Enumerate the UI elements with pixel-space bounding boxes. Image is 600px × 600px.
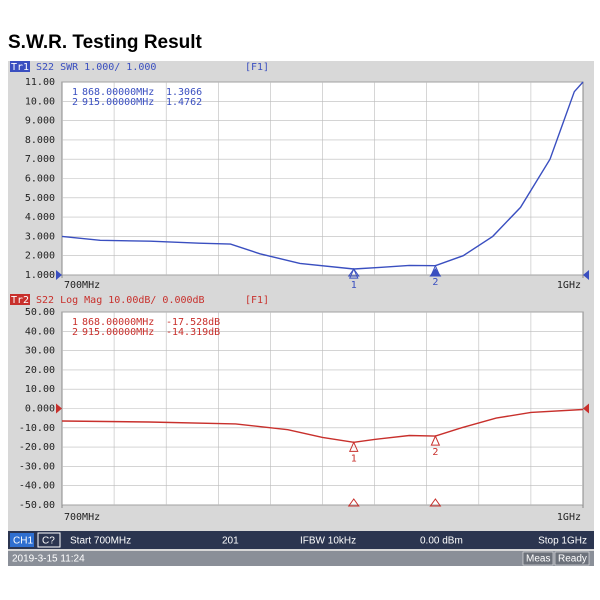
y-tick-label: 50.00 [25, 307, 55, 318]
status-bar [8, 531, 594, 549]
y-tick-label: -20.00 [19, 442, 55, 453]
y-tick-label: 7.000 [25, 154, 55, 165]
readout-freq: 868.00000MHz [82, 87, 154, 98]
power: 0.00 dBm [420, 536, 463, 547]
x-tick-label: 1GHz [557, 280, 581, 291]
y-tick-label: -30.00 [19, 461, 55, 472]
mode-box [522, 551, 554, 566]
trace-function: [F1] [245, 62, 269, 73]
y-tick-label: 6.000 [25, 174, 55, 185]
x-tick-label: 700MHz [64, 512, 100, 523]
trace-box [10, 294, 30, 305]
y-tick-label: 0.000 [25, 404, 55, 415]
trace-title: S22 Log Mag 10.00dB/ 0.000dB [36, 295, 205, 306]
trace-function: [F1] [245, 295, 269, 306]
y-tick-label: -50.00 [19, 500, 55, 511]
marker [430, 434, 441, 446]
state: Ready [558, 554, 587, 565]
y-tick-label: 30.00 [25, 346, 55, 357]
start-freq: Start 700MHz [70, 536, 131, 547]
marker-id: 1 [351, 280, 357, 291]
header-bar [8, 294, 594, 306]
stimulus-marker [429, 498, 442, 507]
marker-id: 1 [351, 453, 357, 464]
readout-freq: 915.00000MHz [82, 327, 154, 338]
y-tick-label: -10.00 [19, 423, 55, 434]
ref-left [56, 270, 62, 280]
marker-id: 2 [432, 277, 438, 288]
cal-status: C? [42, 536, 55, 547]
info-bar [8, 551, 594, 566]
readout-value: -14.319dB [166, 327, 220, 338]
readout-id: 1 [72, 87, 78, 98]
y-tick-label: 10.00 [25, 384, 55, 395]
page-title: S.W.R. Testing Result [8, 32, 203, 53]
readout-value: -17.528dB [166, 317, 220, 328]
marker [348, 267, 359, 279]
points: 201 [222, 536, 239, 547]
ref-right [583, 403, 589, 414]
stop-freq: Stop 1GHz [538, 536, 587, 547]
y-tick-label: 40.00 [25, 326, 55, 337]
y-tick-label: 4.000 [25, 212, 55, 223]
y-tick-label: 5.000 [25, 193, 55, 204]
marker [348, 441, 359, 452]
trace-box [10, 61, 30, 72]
y-tick-label: 2.000 [25, 251, 55, 262]
trace-line [61, 81, 584, 270]
y-tick-label: 8.000 [25, 135, 55, 146]
stimulus-marker [347, 498, 360, 507]
y-tick-label: 10.00 [25, 96, 55, 107]
readout-id: 2 [72, 327, 78, 338]
datetime: 2019-3-15 11:24 [12, 554, 85, 565]
readout-id: 2 [72, 97, 78, 108]
ref-left [56, 403, 62, 414]
channel: CH1 [13, 536, 33, 547]
ref-right [583, 270, 589, 280]
readout-id: 1 [72, 317, 78, 328]
state-box [554, 551, 590, 566]
y-tick-label: -40.00 [19, 481, 55, 492]
channel-box [10, 533, 34, 547]
readout-value: 1.3066 [166, 87, 202, 98]
x-tick-label: 700MHz [64, 280, 100, 291]
cal-box [37, 532, 61, 548]
mode: Meas [526, 554, 550, 565]
trace-title: S22 SWR 1.000/ 1.000 [36, 62, 156, 73]
x-tick-label: 1GHz [557, 512, 581, 523]
y-tick-label: 20.00 [25, 365, 55, 376]
readout-freq: 915.00000MHz [82, 97, 154, 108]
y-tick-label: 9.000 [25, 116, 55, 127]
readout-freq: 868.00000MHz [82, 317, 154, 328]
marker-id: 2 [432, 447, 438, 458]
y-tick-label: 11.00 [25, 77, 55, 88]
readout-value: 1.4762 [166, 97, 202, 108]
trace-line [61, 408, 584, 444]
trace-id: Tr2 [11, 295, 29, 306]
trace-id: Tr1 [11, 62, 29, 73]
y-tick-label: 3.000 [25, 231, 55, 242]
stimulus-marker [347, 268, 360, 277]
ifbw: IFBW 10kHz [300, 536, 356, 547]
header-bar [8, 61, 594, 73]
y-tick-label: 1.000 [25, 270, 55, 281]
stimulus-marker [429, 268, 442, 277]
